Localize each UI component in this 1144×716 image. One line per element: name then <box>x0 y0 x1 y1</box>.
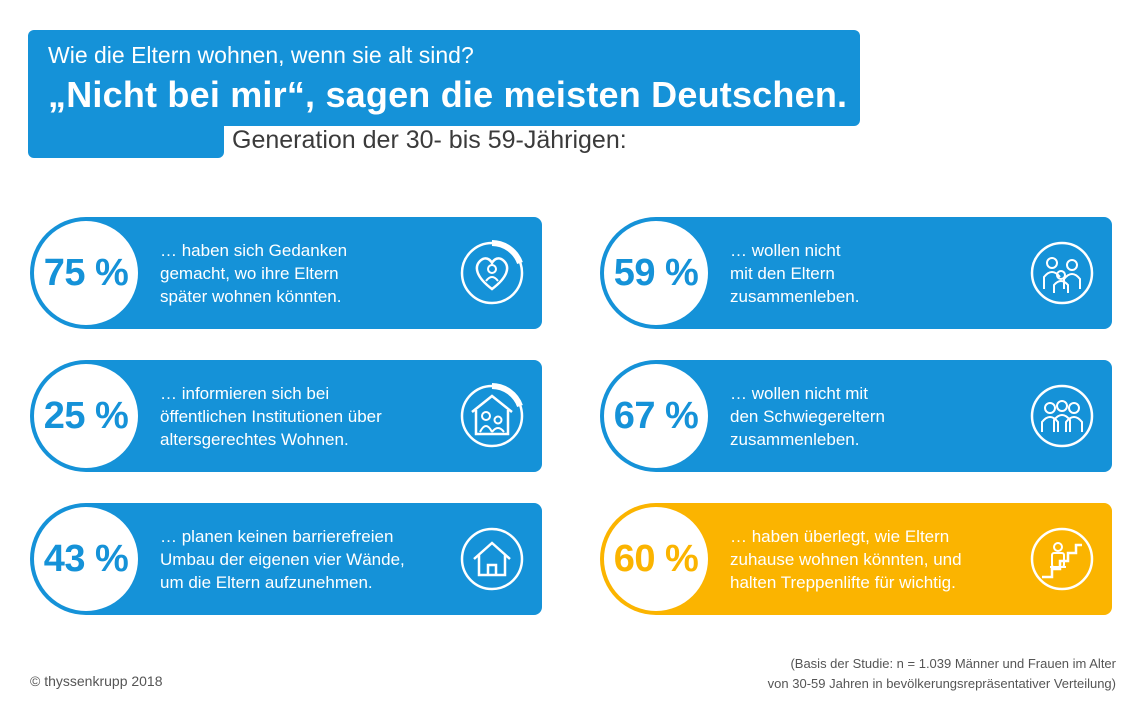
card-text-line: mit den Eltern <box>730 264 835 283</box>
card-text-line: … haben sich Gedanken <box>160 241 348 260</box>
card-text: … haben überlegt, wie Eltern zuhause woh… <box>730 525 1020 594</box>
percent-value: 67 % <box>604 364 708 468</box>
generation-label: Generation der 30- bis 59-Jährigen: <box>232 126 627 154</box>
study-basis-note: (Basis der Studie: n = 1.039 Männer und … <box>768 654 1116 694</box>
heart-person-icon <box>460 240 524 305</box>
house-family-icon <box>460 383 524 448</box>
card-text: … haben sich Gedanken gemacht, wo ihre E… <box>160 239 450 308</box>
card-text-line: … planen keinen barrierefreien <box>160 527 394 546</box>
stat-card-43: 43 % … planen keinen barrierefreien Umba… <box>30 503 542 615</box>
card-text-line: zusammenleben. <box>730 287 860 306</box>
percent-value: 75 % <box>34 221 138 325</box>
house-icon <box>460 527 524 591</box>
card-text-line: gemacht, wo ihre Eltern <box>160 264 339 283</box>
card-text-line: … wollen nicht mit <box>730 384 868 403</box>
header-tab <box>28 110 224 158</box>
stat-card-59: 59 % … wollen nicht mit den Eltern zusam… <box>600 217 1112 329</box>
stat-card-25: 25 % … informieren sich bei öffentlichen… <box>30 360 542 472</box>
percent-value: 60 % <box>604 507 708 611</box>
card-text: … planen keinen barrierefreien Umbau der… <box>160 525 450 594</box>
card-text: … wollen nicht mit den Schwiegereltern z… <box>730 382 1020 451</box>
stairlift-icon <box>1030 527 1094 591</box>
percent-value: 43 % <box>34 507 138 611</box>
card-text-line: später wohnen könnten. <box>160 287 342 306</box>
study-basis-line: (Basis der Studie: n = 1.039 Männer und … <box>790 656 1116 671</box>
stat-card-67: 67 % … wollen nicht mit den Schwiegerelt… <box>600 360 1112 472</box>
stat-card-75: 75 % … haben sich Gedanken gemacht, wo i… <box>30 217 542 329</box>
family-icon <box>1030 241 1094 305</box>
card-text: … informieren sich bei öffentlichen Inst… <box>160 382 450 451</box>
card-text: … wollen nicht mit den Eltern zusammenle… <box>730 239 1020 308</box>
card-text-line: um die Eltern aufzunehmen. <box>160 573 373 592</box>
card-text-line: … informieren sich bei <box>160 384 330 403</box>
card-text-line: den Schwiegereltern <box>730 407 885 426</box>
card-text-line: … wollen nicht <box>730 241 841 260</box>
stat-card-60: 60 % … haben überlegt, wie Eltern zuhaus… <box>600 503 1112 615</box>
percent-value: 25 % <box>34 364 138 468</box>
percent-value: 59 % <box>604 221 708 325</box>
card-text-line: zuhause wohnen könnten, und <box>730 550 962 569</box>
study-basis-line: von 30-59 Jahren in bevölkerungsrepräsen… <box>767 676 1116 691</box>
card-text-line: altersgerechtes Wohnen. <box>160 430 349 449</box>
page-title: „Nicht bei mir“, sagen die meisten Deuts… <box>48 74 848 115</box>
copyright: © thyssenkrupp 2018 <box>30 673 163 689</box>
card-text-line: zusammenleben. <box>730 430 860 449</box>
card-text-line: Umbau der eigenen vier Wände, <box>160 550 405 569</box>
card-text-line: … haben überlegt, wie Eltern <box>730 527 950 546</box>
card-text-line: halten Treppenlifte für wichtig. <box>730 573 956 592</box>
header-subtitle: Wie die Eltern wohnen, wenn sie alt sind… <box>48 42 474 68</box>
group-icon <box>1030 384 1094 448</box>
card-text-line: öffentlichen Institutionen über <box>160 407 382 426</box>
